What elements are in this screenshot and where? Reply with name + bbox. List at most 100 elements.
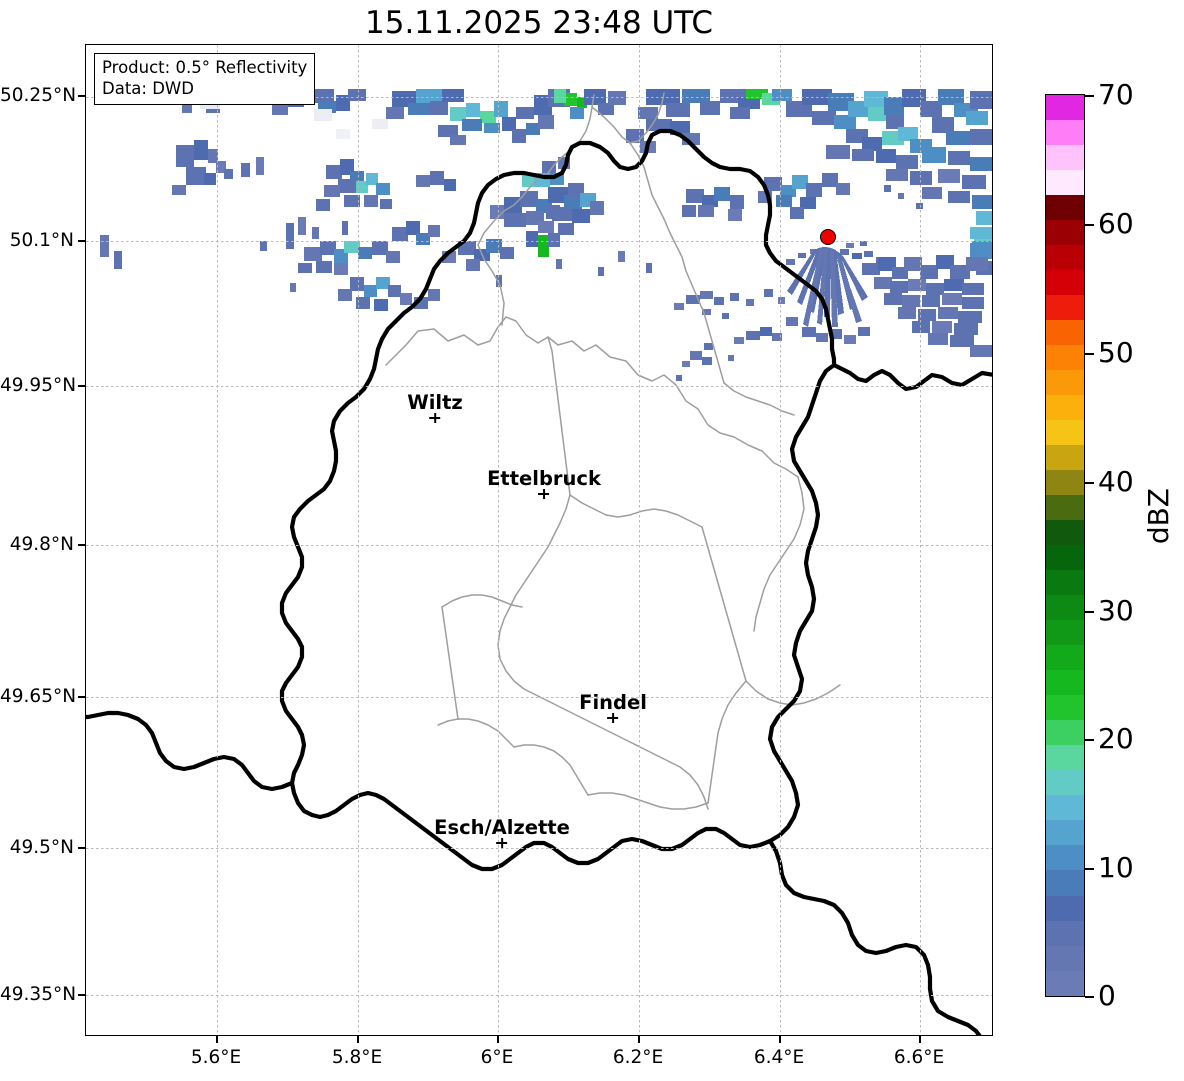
ytick-label-4965: 49.65°N: [0, 686, 77, 707]
colorbar-tick-50: [1085, 353, 1094, 355]
ytick-label-4995: 49.95°N: [0, 375, 77, 396]
city-ettelbruck: Ettelbruck: [487, 469, 601, 502]
xtick-mark: [638, 1036, 640, 1043]
colorbar-tick-40: [1085, 482, 1094, 484]
city-cross-marker: [579, 713, 647, 726]
gridline-lat-4935: [86, 995, 992, 996]
map-canvas: Wiltz Ettelbruck Findel Esch/Alzette Pro…: [86, 45, 992, 1035]
colorbar-label-0: 0: [1098, 979, 1116, 1012]
gridline-lat-4995: [86, 386, 992, 387]
ytick-mark: [78, 847, 85, 849]
city-label: Ettelbruck: [487, 467, 601, 490]
city-cross-marker: [487, 489, 601, 502]
colorbar-band: [1046, 595, 1084, 621]
colorbar-label-20: 20: [1098, 722, 1134, 755]
colorbar-band: [1046, 495, 1084, 521]
ytick-mark: [78, 95, 85, 97]
colorbar-band: [1046, 970, 1084, 996]
ytick-mark: [78, 696, 85, 698]
colorbar-tick-30: [1085, 611, 1094, 613]
colorbar-band: [1046, 170, 1084, 196]
gridline-lon-60: [498, 45, 499, 1035]
city-findel: Findel: [579, 693, 647, 726]
gridline-lon-58: [358, 45, 359, 1035]
xtick-mark: [357, 1036, 359, 1043]
product-line: Product: 0.5° Reflectivity: [102, 58, 308, 77]
colorbar-band: [1046, 95, 1084, 121]
data-source-line: Data: DWD: [102, 79, 194, 99]
colorbar-band: [1046, 695, 1084, 721]
colorbar-band: [1046, 845, 1084, 871]
colorbar-band: [1046, 370, 1084, 396]
xtick-label-60: 6°E: [480, 1047, 514, 1068]
ytick-label-5025: 50.25°N: [0, 85, 77, 106]
gridline-lon-62: [639, 45, 640, 1035]
xtick-label-58: 5.8°E: [331, 1047, 383, 1068]
colorbar-band: [1046, 645, 1084, 671]
colorbar-band: [1046, 895, 1084, 921]
colorbar-band: [1046, 470, 1084, 496]
city-label: Findel: [579, 691, 647, 714]
xtick-label-62: 6.2°E: [612, 1047, 664, 1068]
xtick-label-64: 6.4°E: [753, 1047, 805, 1068]
colorbar-band: [1046, 295, 1084, 321]
city-cross-marker: [434, 838, 570, 851]
colorbar-band: [1046, 720, 1084, 746]
ytick-mark: [78, 994, 85, 996]
colorbar[interactable]: [1045, 94, 1085, 997]
ytick-label-4935: 49.35°N: [0, 984, 77, 1005]
colorbar-band: [1046, 920, 1084, 946]
colorbar-band: [1046, 870, 1084, 896]
national-boundaries: [86, 128, 992, 1035]
gridline-lat-498: [86, 545, 992, 546]
map-axes[interactable]: Wiltz Ettelbruck Findel Esch/Alzette Pro…: [85, 44, 993, 1036]
colorbar-axis-label: dBZ: [1142, 488, 1175, 545]
colorbar-band: [1046, 770, 1084, 796]
colorbar-band: [1046, 145, 1084, 171]
colorbar-band: [1046, 395, 1084, 421]
xtick-mark: [216, 1036, 218, 1043]
xtick-mark: [919, 1036, 921, 1043]
gridline-lat-5025: [86, 97, 992, 98]
colorbar-tick-0: [1085, 996, 1094, 998]
xtick-label-66: 6.6°E: [893, 1047, 945, 1068]
colorbar-tick-10: [1085, 868, 1094, 870]
boundaries-layer: [86, 92, 992, 1035]
gridline-lat-4965: [86, 697, 992, 698]
ytick-label-501: 50.1°N: [9, 230, 74, 251]
colorbar-band: [1046, 345, 1084, 371]
colorbar-band: [1046, 620, 1084, 646]
colorbar-band: [1046, 195, 1084, 221]
colorbar-label-70: 70: [1098, 78, 1134, 111]
colorbar-tick-20: [1085, 739, 1094, 741]
colorbar-band: [1046, 945, 1084, 971]
figure-title: 15.11.2025 23:48 UTC: [365, 5, 713, 41]
colorbar-label-60: 60: [1098, 207, 1134, 240]
xtick-label-56: 5.6°E: [190, 1047, 242, 1068]
colorbar-band: [1046, 570, 1084, 596]
colorbar-tick-70: [1085, 95, 1094, 97]
ytick-label-495: 49.5°N: [9, 837, 74, 858]
ytick-mark: [78, 240, 85, 242]
gridline-lat-501: [86, 241, 992, 242]
colorbar-band: [1046, 420, 1084, 446]
gridline-lat-495: [86, 848, 992, 849]
colorbar-label-30: 30: [1098, 594, 1134, 627]
ytick-label-498: 49.8°N: [9, 534, 74, 555]
colorbar-tick-60: [1085, 224, 1094, 226]
radar-site-marker[interactable]: [820, 229, 836, 245]
ytick-mark: [78, 544, 85, 546]
colorbar-band: [1046, 445, 1084, 471]
colorbar-band: [1046, 795, 1084, 821]
colorbar-label-50: 50: [1098, 336, 1134, 369]
city-label: Esch/Alzette: [434, 816, 570, 839]
colorbar-band: [1046, 745, 1084, 771]
product-info-box: Product: 0.5° Reflectivity Data: DWD: [94, 53, 316, 105]
gridline-lon-56: [217, 45, 218, 1035]
colorbar-band: [1046, 820, 1084, 846]
city-label: Wiltz: [407, 391, 463, 414]
colorbar-band: [1046, 670, 1084, 696]
colorbar-band: [1046, 545, 1084, 571]
colorbar-label-40: 40: [1098, 465, 1134, 498]
